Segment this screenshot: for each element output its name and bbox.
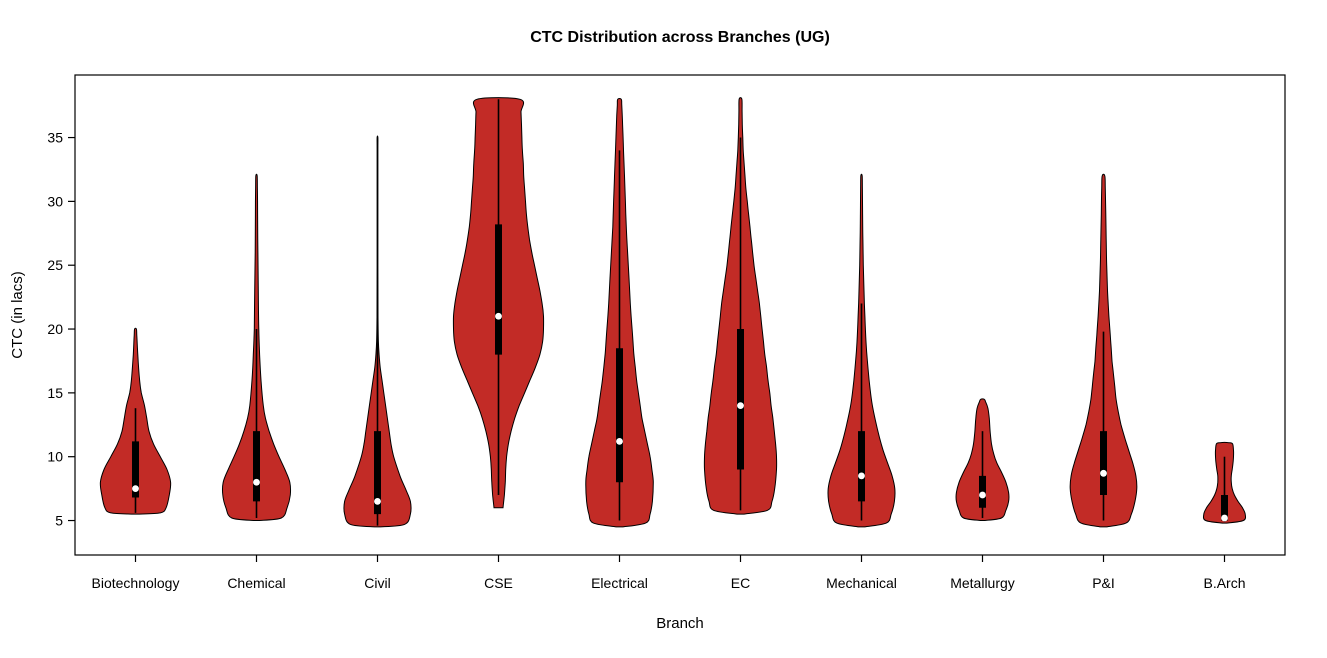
- x-axis: Biotechnology Chemical Civil CSE Electrical E…: [92, 555, 1246, 591]
- x-tick-label: Biotechnology: [92, 575, 180, 591]
- median-dot: [1100, 469, 1107, 477]
- x-tick-label: CSE: [484, 575, 513, 591]
- y-tick-label: 30: [47, 193, 63, 209]
- x-tick-label: Electrical: [591, 575, 648, 591]
- x-tick-label: EC: [731, 575, 750, 591]
- chart-title: CTC Distribution across Branches (UG): [530, 29, 830, 46]
- median-dot: [495, 312, 502, 320]
- median-dot: [1221, 514, 1228, 522]
- x-tick-label: Mechanical: [826, 575, 897, 591]
- y-axis: 5 10 15 20 25 30 35: [47, 130, 75, 529]
- violin-Civil: [343, 135, 412, 528]
- median-dot: [253, 478, 260, 486]
- y-tick-label: 15: [47, 385, 63, 401]
- median-dot: [858, 472, 865, 480]
- y-tick-label: 25: [47, 257, 63, 273]
- median-dot: [616, 437, 623, 445]
- violin-Metallurgy: [955, 398, 1010, 521]
- plot-frame: [74, 74, 1286, 556]
- violin-Mechanical: [827, 173, 896, 528]
- x-axis-label: Branch: [656, 615, 704, 632]
- x-tick-label: Chemical: [227, 575, 285, 591]
- violin-EC: [703, 97, 778, 515]
- median-dot: [374, 497, 381, 505]
- median-dot: [132, 485, 139, 493]
- violin-CSE: [452, 97, 545, 509]
- median-dot: [737, 402, 744, 410]
- violins-group: [99, 97, 1247, 528]
- violin-Biotechnology: [99, 327, 172, 515]
- violin-B.Arch: [1202, 441, 1247, 524]
- violin-Chemical: [221, 173, 292, 521]
- violin-Electrical: [585, 97, 654, 528]
- y-axis-label: CTC (in lacs): [9, 271, 26, 359]
- y-tick-label: 5: [55, 513, 63, 529]
- y-tick-label: 20: [47, 321, 63, 337]
- y-tick-label: 35: [47, 130, 63, 146]
- violin-P&I: [1069, 173, 1138, 528]
- x-tick-label: P&I: [1092, 575, 1115, 591]
- y-tick-label: 10: [47, 449, 63, 465]
- x-tick-label: B.Arch: [1203, 575, 1245, 591]
- x-tick-label: Metallurgy: [950, 575, 1015, 591]
- median-dot: [979, 491, 986, 499]
- x-tick-label: Civil: [364, 575, 390, 591]
